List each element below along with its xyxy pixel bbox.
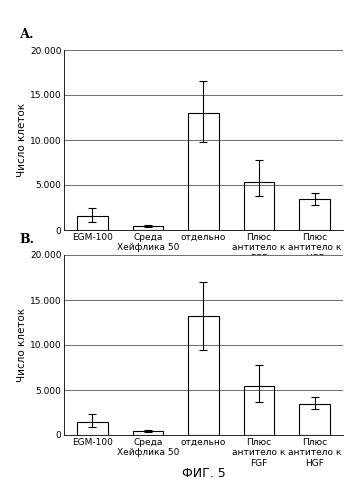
Bar (77, 422, 107, 435)
Bar (300, 404, 330, 435)
Bar (188, 113, 219, 230)
Text: ФИГ. 5: ФИГ. 5 (182, 467, 225, 480)
Bar (244, 182, 275, 230)
Y-axis label: Число клеток: Число клеток (17, 103, 27, 177)
Bar (132, 432, 163, 435)
Y-axis label: Число клеток: Число клеток (17, 308, 27, 382)
Text: А.: А. (20, 28, 34, 42)
Bar (244, 386, 275, 435)
Bar (132, 226, 163, 230)
Bar (77, 216, 107, 230)
Bar (188, 316, 219, 435)
Bar (300, 200, 330, 230)
Text: В.: В. (20, 234, 35, 246)
